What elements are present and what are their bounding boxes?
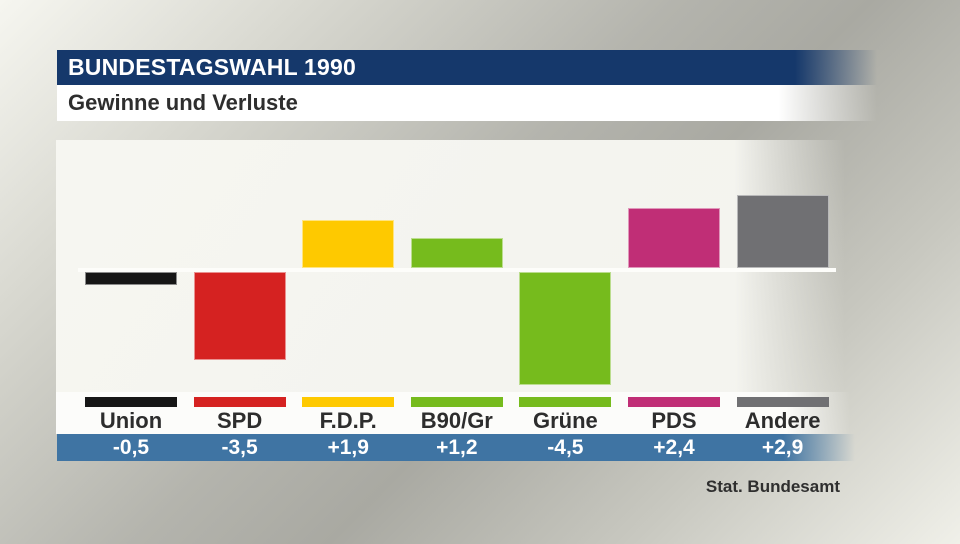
value-label-spd: -3,5 — [221, 436, 258, 459]
legend-swatch-f-d-p — [302, 397, 395, 407]
page-title: BUNDESTAGSWAHL 1990 — [68, 54, 356, 80]
zero-axis-line — [78, 268, 836, 272]
source-label: Stat. Bundesamt — [705, 477, 840, 496]
category-label-union: Union — [99, 408, 163, 433]
legend-swatch-union — [85, 397, 177, 407]
category-label-gr-ne: Grüne — [532, 408, 598, 433]
legend-swatch-gr-ne — [519, 397, 612, 407]
legend-swatch-spd — [193, 397, 286, 407]
legend-swatch-b90-gr — [410, 397, 503, 407]
bar-pds — [628, 208, 720, 268]
bar-gr-ne — [519, 272, 612, 385]
subtitle-bar: Gewinne und Verluste — [57, 85, 877, 121]
category-label-andere: Andere — [744, 408, 821, 433]
value-label-f-d-p: +1,9 — [327, 436, 369, 459]
value-label-andere: +2,9 — [761, 436, 804, 459]
category-label-pds: PDS — [651, 408, 697, 433]
bar-union — [85, 272, 177, 285]
values-band — [57, 434, 855, 461]
legend-swatch-andere — [736, 397, 829, 407]
value-label-union: -0,5 — [112, 436, 150, 459]
category-label-f-d-p: F.D.P. — [319, 408, 377, 433]
bar-andere — [736, 195, 829, 268]
bar-spd — [193, 272, 286, 360]
bar-b90-gr — [410, 238, 503, 268]
legend-swatch-pds — [628, 397, 720, 407]
bar-f-d-p — [302, 220, 395, 268]
chart-subtitle: Gewinne und Verluste — [68, 90, 298, 115]
title-bar: BUNDESTAGSWAHL 1990 — [57, 50, 877, 85]
value-label-b90-gr: +1,2 — [436, 436, 478, 459]
value-label-pds: +2,4 — [653, 436, 695, 459]
category-label-b90-gr: B90/Gr — [420, 408, 493, 433]
value-label-gr-ne: -4,5 — [547, 436, 584, 459]
category-label-spd: SPD — [216, 408, 263, 433]
